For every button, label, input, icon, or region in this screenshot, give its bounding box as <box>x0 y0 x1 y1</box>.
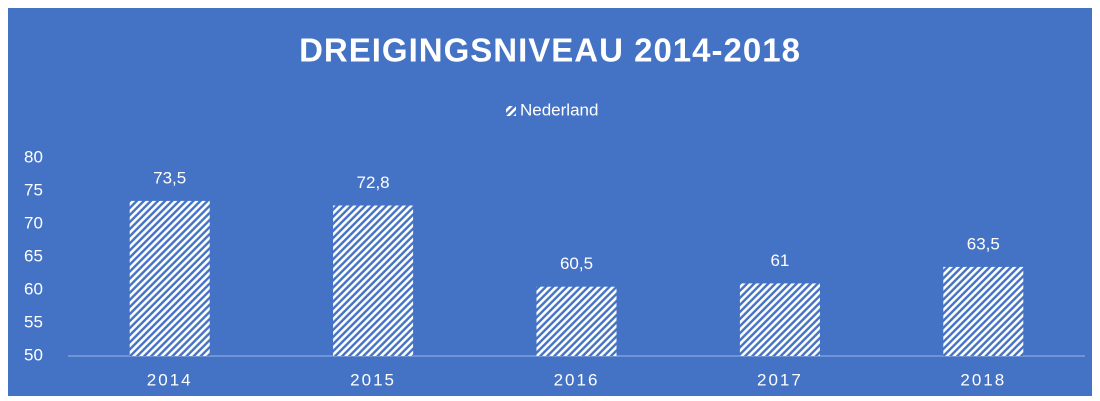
y-tick-label: 80 <box>24 147 43 166</box>
legend-swatch <box>506 106 516 116</box>
bar <box>333 205 414 356</box>
data-label: 72,8 <box>357 173 390 192</box>
x-tick-label: 2018 <box>960 370 1006 389</box>
chart-title: DREIGINGSNIVEAU 2014-2018 <box>299 32 801 69</box>
y-tick-label: 60 <box>24 279 43 298</box>
x-tick-label: 2015 <box>350 370 396 389</box>
bar <box>943 266 1024 356</box>
data-label: 73,5 <box>153 168 186 187</box>
y-tick-label: 65 <box>24 246 43 265</box>
data-label: 61 <box>770 251 789 270</box>
x-tick-label: 2016 <box>554 370 600 389</box>
y-tick-label: 70 <box>24 213 43 232</box>
bar <box>536 286 617 356</box>
legend-label: Nederland <box>520 100 598 119</box>
bar <box>129 200 210 356</box>
data-label: 60,5 <box>560 254 593 273</box>
bar <box>739 283 820 356</box>
y-tick-label: 50 <box>24 345 43 364</box>
data-label: 63,5 <box>967 234 1000 253</box>
x-tick-label: 2017 <box>757 370 803 389</box>
x-tick-label: 2014 <box>147 370 193 389</box>
y-tick-label: 75 <box>24 180 43 199</box>
y-tick-label: 55 <box>24 312 43 331</box>
